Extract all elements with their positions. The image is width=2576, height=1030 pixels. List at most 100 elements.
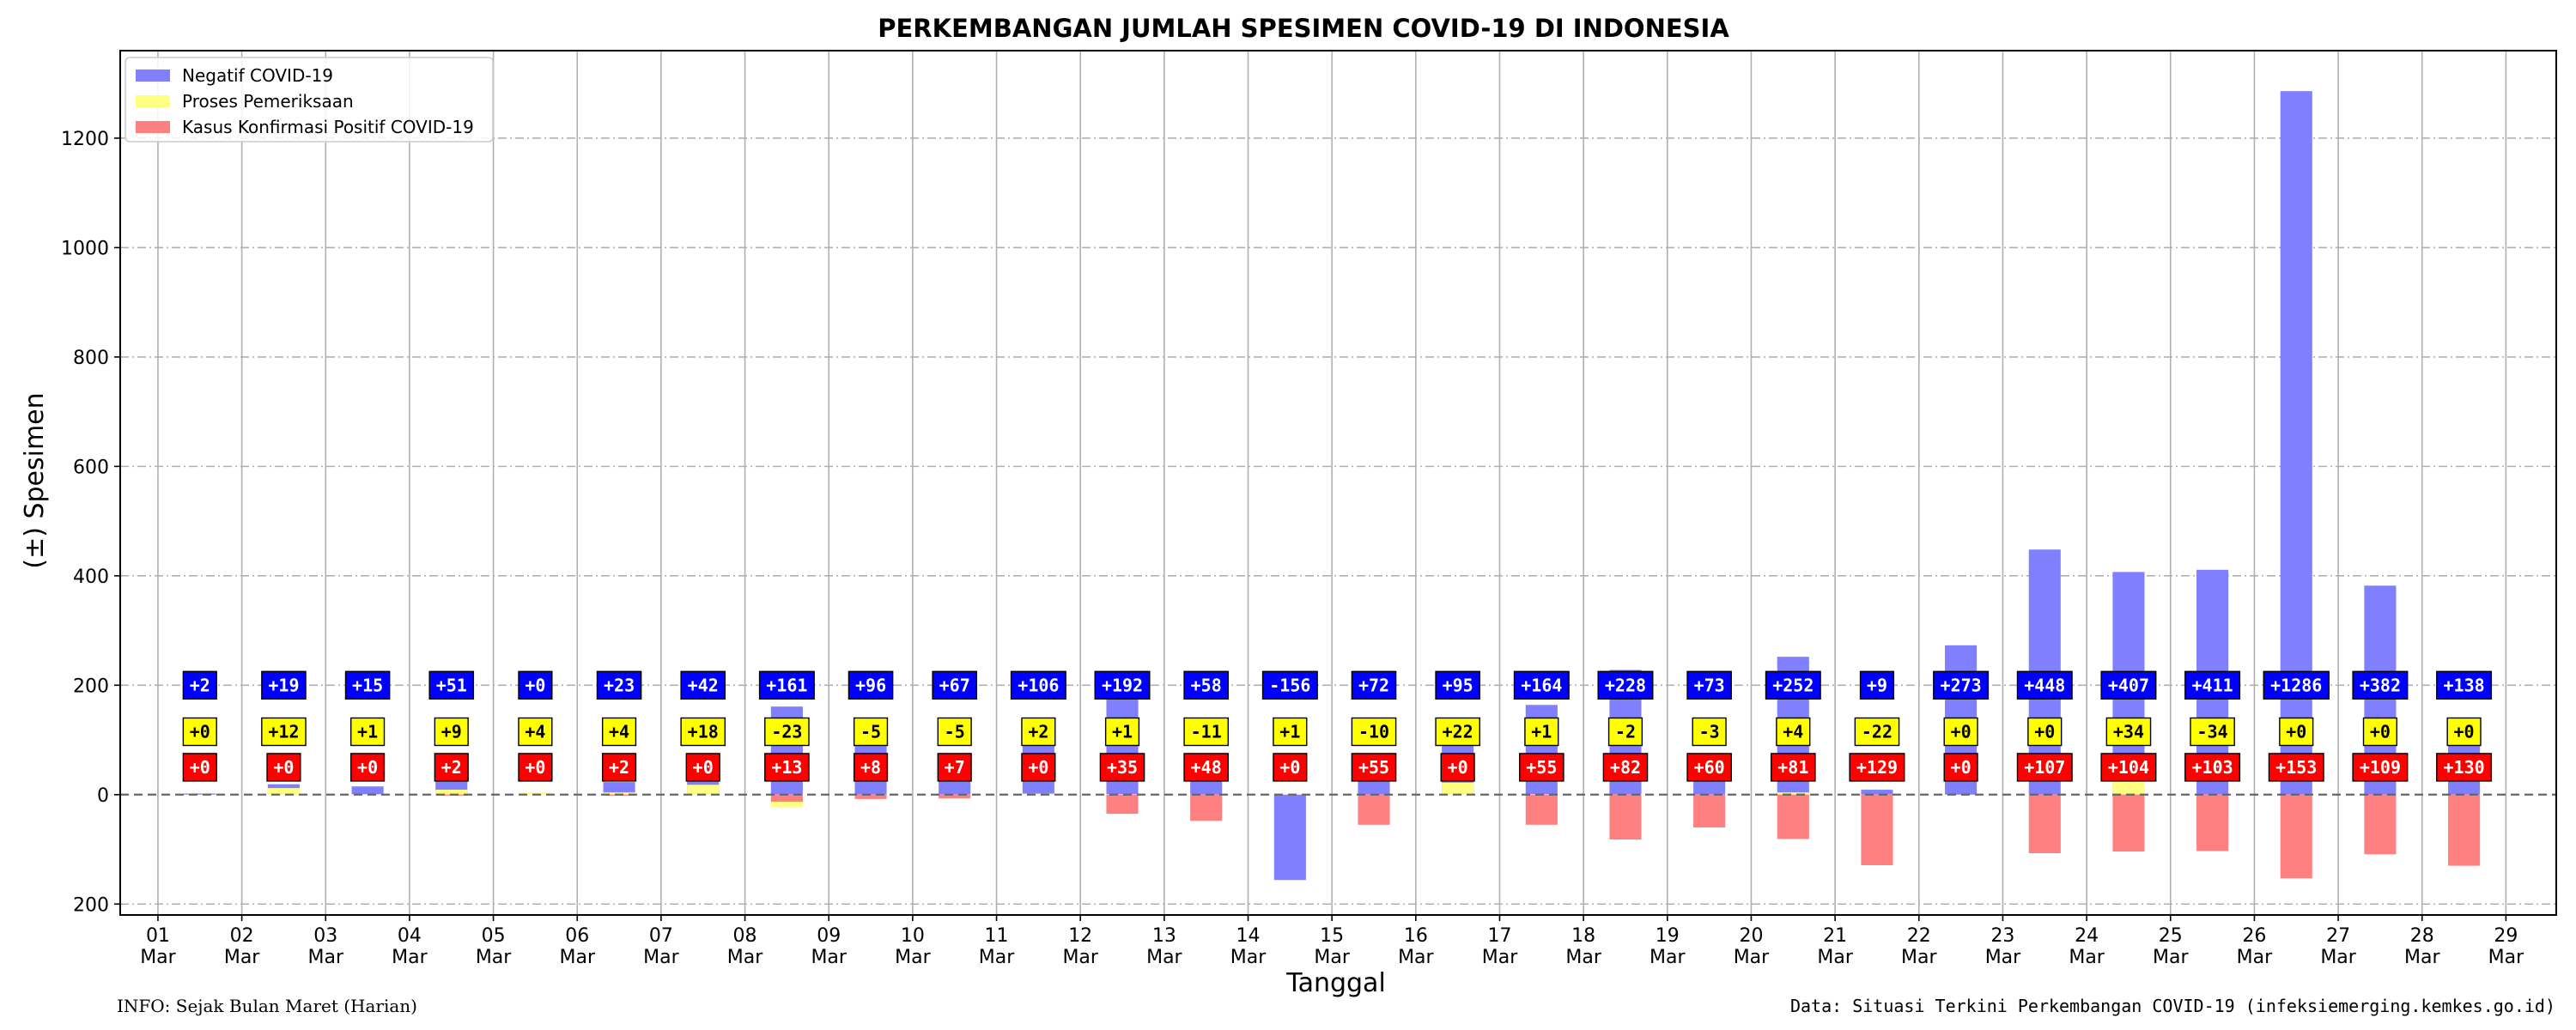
data-label: +73 [1694,675,1725,695]
data-label-box [1261,670,1318,700]
data-label: +1 [1531,721,1552,742]
footer-source: Data: Situasi Terkini Perkembangan COVID… [1789,996,2555,1016]
bar-negatif [1273,794,1306,881]
x-tick-month: Mar [2153,947,2189,968]
data-label: -5 [945,721,965,742]
x-tick-month: Mar [559,947,595,968]
data-label: +8 [860,757,881,778]
bar-positif [1861,794,1893,866]
data-label-box [1099,753,1145,782]
data-label: +35 [1107,757,1138,778]
x-tick-day: 09 [817,925,841,947]
data-label: -34 [2197,721,2228,742]
data-label: +15 [352,675,383,695]
data-label: +1 [357,721,378,742]
data-label: +107 [2024,757,2065,778]
data-label-box [1273,717,1308,747]
data-label-box [349,717,386,747]
data-label-box [261,717,307,747]
data-label-box [764,753,810,782]
data-label-box [1776,717,1811,747]
x-tick-day: 27 [2326,925,2350,947]
data-label-box [1513,670,1570,700]
data-label: +0 [2286,721,2306,742]
data-label-box [2016,670,2073,700]
data-label: +192 [1102,675,1143,695]
bar-positif [770,794,803,803]
data-label: +153 [2275,757,2317,778]
data-label-box [596,670,642,700]
data-label: +81 [1777,757,1808,778]
x-tick-month: Mar [2237,947,2273,968]
x-tick-day: 14 [1236,925,1261,947]
x-tick-day: 12 [1068,925,1092,947]
data-label: +19 [268,675,299,695]
x-tick-label: 14 Mar [1230,925,1267,968]
x-tick-label: 09 Mar [811,925,847,968]
bar-negatif [351,786,384,795]
data-label: +138 [2443,675,2484,695]
data-label-box [1602,753,1649,782]
y-tick-label: 400 [73,566,109,588]
x-tick-day: 22 [1907,925,1931,947]
bar-positif [1190,794,1223,821]
data-label: -10 [1358,721,1389,742]
data-label: +411 [2192,675,2233,695]
data-label-box [758,670,815,700]
data-label: +72 [1358,675,1389,695]
x-tick-month: Mar [1314,947,1350,968]
data-label-box [1933,670,1990,700]
data-label-box [1771,753,1816,782]
bar-positif [2028,794,2061,853]
x-tick-month: Mar [1901,947,1937,968]
bar-positif [2280,794,2312,879]
x-tick-label: 23 Mar [1985,925,2021,968]
x-tick-day: 18 [1571,925,1595,947]
x-tick-month: Mar [1649,947,1686,968]
data-label: +0 [1951,721,1971,742]
data-label: +67 [939,675,970,695]
y-tick-label: 0 [97,785,109,807]
x-tick-label: 07 Mar [643,925,679,968]
x-tick-day: 25 [2159,925,2183,947]
data-label-box [1859,670,1895,700]
bar-positif [1525,794,1558,825]
data-label: +4 [609,721,629,742]
data-label-box [2446,717,2482,747]
data-label: -2 [1615,721,1636,742]
data-label-box [1351,753,1397,782]
data-label-box [1351,717,1397,747]
x-tick-label: 01 Mar [140,925,176,968]
data-label-box [2184,753,2241,782]
x-tick-label: 15 Mar [1314,925,1350,968]
x-tick-day: 28 [2410,925,2434,947]
x-tick-month: Mar [895,947,931,968]
x-tick-day: 19 [1656,925,1680,947]
data-label-box [853,717,889,747]
data-label-box [2352,753,2409,782]
data-label: +2 [441,757,462,778]
x-tick-month: Mar [1146,947,1182,968]
data-label: +0 [190,757,210,778]
x-tick-month: Mar [1482,947,1518,968]
x-tick-day: 01 [146,925,170,947]
data-label: +9 [1867,675,1887,695]
data-label-box [2362,717,2398,747]
data-label: +18 [688,721,719,742]
data-label: -3 [1699,721,1720,742]
data-label: +34 [2113,721,2144,742]
x-tick-month: Mar [308,947,344,968]
bar-positif [2112,794,2145,852]
data-label-box [601,753,637,782]
data-label-box [1943,753,1978,782]
data-label: +55 [1526,757,1557,778]
data-label-box [1765,670,1821,700]
x-tick-label: 20 Mar [1734,925,1770,968]
data-label-box [848,670,894,700]
data-label: +96 [855,675,886,695]
x-tick-day: 16 [1404,925,1428,947]
data-label: +0 [1951,757,1971,778]
x-tick-day: 11 [985,925,1009,947]
data-label: -156 [1269,675,1310,695]
